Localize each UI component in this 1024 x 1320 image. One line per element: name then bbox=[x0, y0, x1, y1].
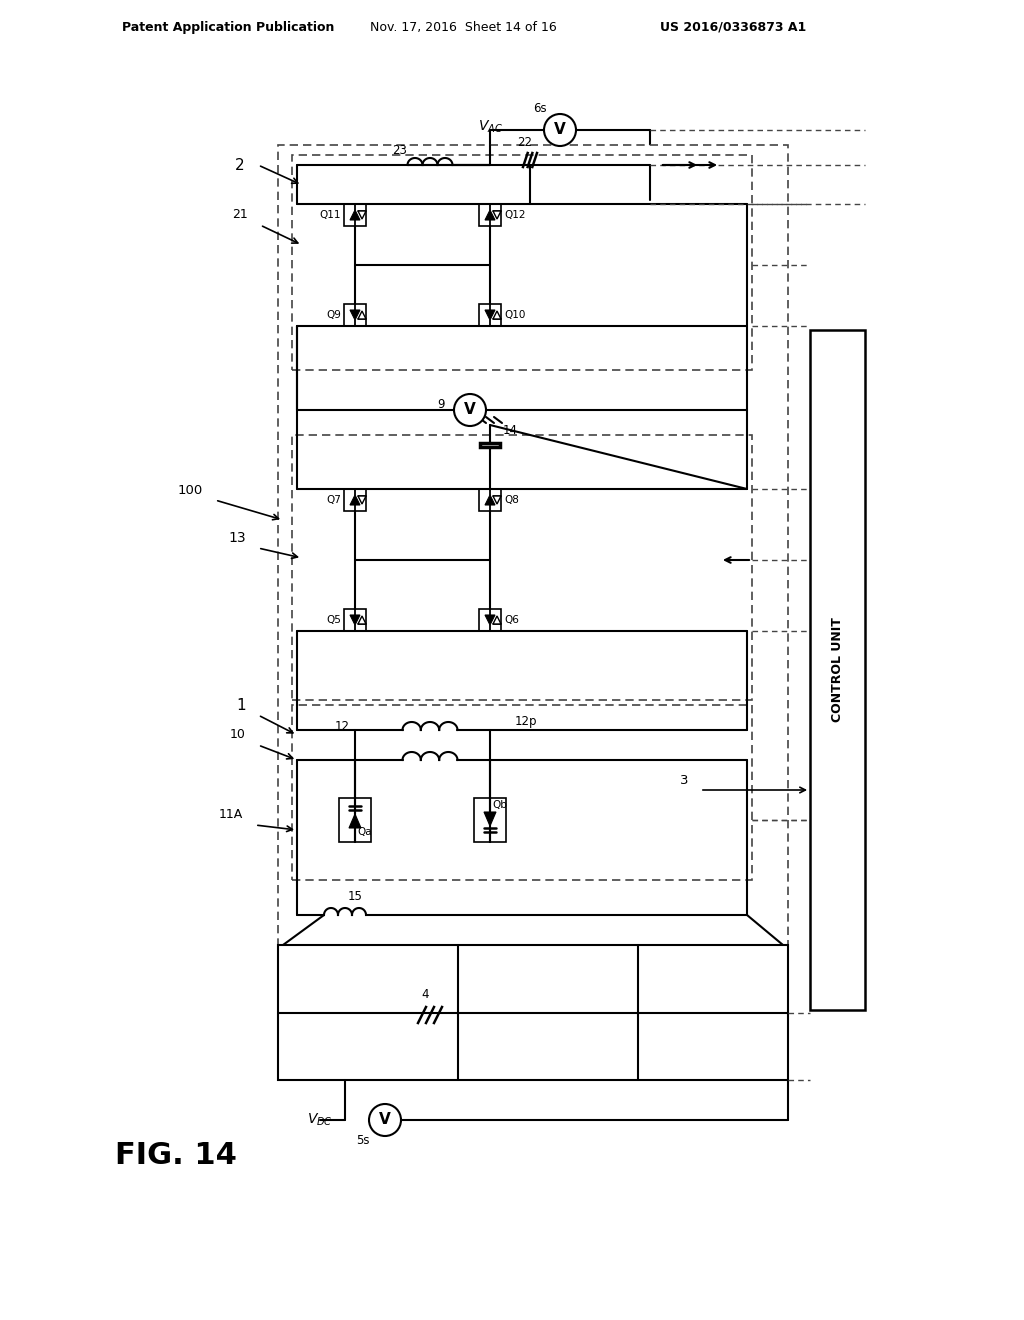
Text: Qa: Qa bbox=[357, 828, 372, 837]
Polygon shape bbox=[493, 312, 501, 319]
Polygon shape bbox=[350, 310, 360, 319]
Text: 6s: 6s bbox=[534, 102, 547, 115]
Bar bbox=[479, 488, 501, 511]
Text: Q7: Q7 bbox=[326, 495, 341, 506]
Polygon shape bbox=[358, 312, 366, 319]
Text: CONTROL UNIT: CONTROL UNIT bbox=[831, 618, 844, 722]
Polygon shape bbox=[350, 495, 360, 506]
Text: 21: 21 bbox=[232, 209, 248, 222]
Bar bbox=[292, 154, 752, 370]
Text: V: V bbox=[379, 1113, 391, 1127]
Circle shape bbox=[544, 114, 575, 147]
Bar bbox=[344, 205, 366, 226]
Polygon shape bbox=[349, 814, 361, 828]
Polygon shape bbox=[485, 495, 495, 506]
Polygon shape bbox=[493, 616, 501, 624]
Text: 9: 9 bbox=[437, 399, 445, 412]
Text: Q12: Q12 bbox=[504, 210, 525, 220]
Bar bbox=[479, 304, 501, 326]
Text: 11A: 11A bbox=[219, 808, 243, 821]
Text: 14: 14 bbox=[503, 424, 517, 437]
Circle shape bbox=[369, 1104, 401, 1137]
Polygon shape bbox=[484, 812, 496, 826]
Circle shape bbox=[454, 393, 486, 426]
Polygon shape bbox=[350, 615, 360, 624]
Polygon shape bbox=[493, 211, 501, 219]
Text: 100: 100 bbox=[178, 483, 203, 496]
Text: 4: 4 bbox=[421, 989, 429, 1002]
Text: Patent Application Publication: Patent Application Publication bbox=[122, 21, 335, 33]
Polygon shape bbox=[493, 496, 501, 504]
Bar bbox=[810, 330, 865, 1010]
Text: 15: 15 bbox=[347, 891, 362, 903]
Bar bbox=[339, 799, 371, 842]
Bar bbox=[474, 799, 506, 842]
Polygon shape bbox=[485, 615, 495, 624]
Text: Qb: Qb bbox=[492, 800, 507, 810]
Text: $V_{AC}$: $V_{AC}$ bbox=[477, 119, 503, 135]
Text: 2: 2 bbox=[236, 157, 245, 173]
Text: 23: 23 bbox=[392, 144, 408, 157]
Text: 5s: 5s bbox=[356, 1134, 370, 1147]
Bar bbox=[479, 205, 501, 226]
Text: $V_{DC}$: $V_{DC}$ bbox=[307, 1111, 333, 1129]
Bar bbox=[344, 304, 366, 326]
Bar bbox=[344, 609, 366, 631]
Text: Q5: Q5 bbox=[326, 615, 341, 624]
Text: 10: 10 bbox=[230, 729, 246, 742]
Text: Q6: Q6 bbox=[504, 615, 519, 624]
Polygon shape bbox=[358, 211, 366, 219]
Polygon shape bbox=[485, 210, 495, 220]
Text: V: V bbox=[464, 403, 476, 417]
Text: Q10: Q10 bbox=[504, 310, 525, 319]
Text: Q11: Q11 bbox=[319, 210, 341, 220]
Polygon shape bbox=[358, 496, 366, 504]
Polygon shape bbox=[485, 310, 495, 319]
Text: V: V bbox=[554, 123, 566, 137]
Polygon shape bbox=[350, 210, 360, 220]
Text: 3: 3 bbox=[680, 774, 688, 787]
Text: 12: 12 bbox=[335, 719, 350, 733]
Text: Q9: Q9 bbox=[326, 310, 341, 319]
Text: 12p: 12p bbox=[515, 715, 538, 729]
Text: 13: 13 bbox=[228, 531, 246, 545]
Bar bbox=[292, 705, 752, 880]
Text: 1: 1 bbox=[237, 697, 246, 713]
Bar bbox=[344, 488, 366, 511]
Bar bbox=[479, 609, 501, 631]
Polygon shape bbox=[358, 616, 366, 624]
Text: Nov. 17, 2016  Sheet 14 of 16: Nov. 17, 2016 Sheet 14 of 16 bbox=[370, 21, 557, 33]
Bar bbox=[278, 945, 788, 1080]
Text: US 2016/0336873 A1: US 2016/0336873 A1 bbox=[660, 21, 806, 33]
Bar bbox=[278, 145, 788, 945]
Text: 22: 22 bbox=[517, 136, 532, 149]
Bar bbox=[480, 444, 500, 447]
Text: FIG. 14: FIG. 14 bbox=[115, 1140, 237, 1170]
Bar bbox=[292, 436, 752, 700]
Text: Q8: Q8 bbox=[504, 495, 519, 506]
